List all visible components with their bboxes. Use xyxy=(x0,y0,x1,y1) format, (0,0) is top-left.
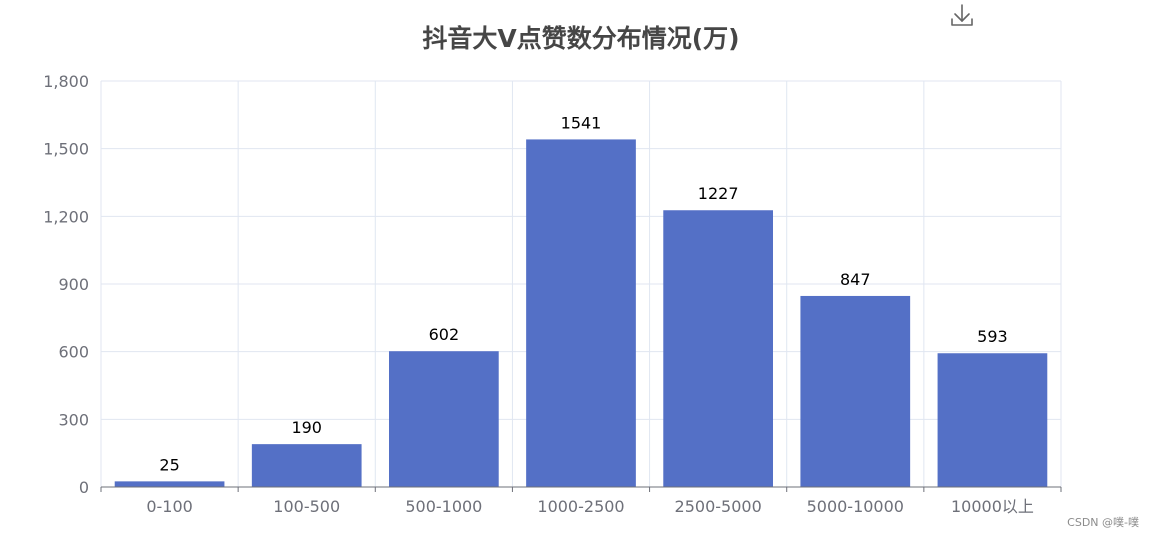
bar-value-label: 1541 xyxy=(561,113,602,132)
download-button[interactable] xyxy=(948,2,976,30)
y-tick-label: 1,200 xyxy=(43,207,89,226)
x-tick-label: 1000-2500 xyxy=(537,497,624,516)
y-tick-label: 1,500 xyxy=(43,140,89,159)
x-tick-label: 5000-10000 xyxy=(807,497,904,516)
x-tick-label: 100-500 xyxy=(273,497,340,516)
bar xyxy=(937,353,1048,487)
x-tick-label: 500-1000 xyxy=(405,497,482,516)
bar xyxy=(663,210,773,487)
bar xyxy=(526,139,636,487)
y-tick-label: 1,800 xyxy=(43,72,89,91)
watermark-text: CSDN @噗-噗 xyxy=(1067,516,1139,529)
y-tick-label: 600 xyxy=(58,343,89,362)
bar-value-label: 602 xyxy=(429,325,460,344)
bar xyxy=(251,444,362,487)
bar-series: 25 190 602 1541 1227 847 593 xyxy=(114,113,1048,487)
bar-value-label: 190 xyxy=(291,418,322,437)
bar-value-label: 1227 xyxy=(698,184,739,203)
y-tick-label: 0 xyxy=(79,478,89,497)
y-tick-label: 300 xyxy=(58,410,89,429)
x-tick-label: 10000以上 xyxy=(951,497,1034,516)
bar-value-label: 25 xyxy=(159,455,179,474)
axes: 0 300 600 900 1,200 1,500 1,800 0-100 100-500 500… xyxy=(43,72,1062,516)
bar xyxy=(389,351,499,487)
chart-title: 抖音大V点赞数分布情况(万) xyxy=(422,24,739,53)
x-tick-label: 0-100 xyxy=(146,497,193,516)
x-tick-label: 2500-5000 xyxy=(675,497,762,516)
bar xyxy=(114,481,225,487)
bar-value-label: 593 xyxy=(977,327,1008,346)
bar xyxy=(800,295,911,487)
download-icon xyxy=(951,4,973,26)
bar-value-label: 847 xyxy=(840,270,871,289)
y-tick-label: 900 xyxy=(58,275,89,294)
